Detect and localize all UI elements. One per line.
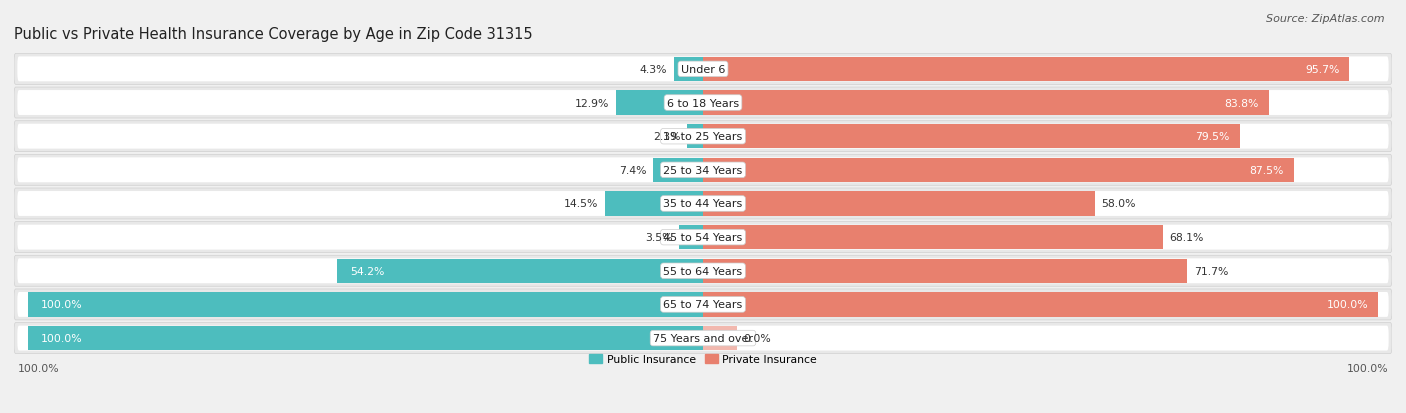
Text: 79.5%: 79.5% bbox=[1195, 132, 1230, 142]
Bar bbox=[616, 91, 703, 115]
Text: 58.0%: 58.0% bbox=[1101, 199, 1136, 209]
Bar bbox=[28, 292, 703, 317]
Bar bbox=[703, 125, 1240, 149]
Text: 25 to 34 Years: 25 to 34 Years bbox=[664, 166, 742, 176]
Legend: Public Insurance, Private Insurance: Public Insurance, Private Insurance bbox=[589, 354, 817, 364]
Text: 100.0%: 100.0% bbox=[41, 300, 83, 310]
FancyBboxPatch shape bbox=[17, 158, 1389, 183]
Text: 54.2%: 54.2% bbox=[350, 266, 385, 276]
Text: 19 to 25 Years: 19 to 25 Years bbox=[664, 132, 742, 142]
Text: 3.5%: 3.5% bbox=[645, 233, 672, 242]
Text: 6 to 18 Years: 6 to 18 Years bbox=[666, 98, 740, 108]
Text: Under 6: Under 6 bbox=[681, 65, 725, 75]
FancyBboxPatch shape bbox=[17, 326, 1389, 351]
FancyBboxPatch shape bbox=[14, 289, 1392, 320]
FancyBboxPatch shape bbox=[17, 225, 1389, 250]
Bar bbox=[688, 125, 703, 149]
Bar bbox=[703, 292, 1378, 317]
Bar bbox=[337, 259, 703, 283]
Text: 75 Years and over: 75 Years and over bbox=[652, 333, 754, 343]
Text: 100.0%: 100.0% bbox=[1347, 363, 1389, 373]
Bar bbox=[703, 225, 1163, 249]
Bar bbox=[673, 58, 703, 82]
Text: 100.0%: 100.0% bbox=[41, 333, 83, 343]
FancyBboxPatch shape bbox=[14, 88, 1392, 119]
Text: 83.8%: 83.8% bbox=[1225, 98, 1258, 108]
Text: 71.7%: 71.7% bbox=[1194, 266, 1229, 276]
Bar bbox=[605, 192, 703, 216]
FancyBboxPatch shape bbox=[17, 292, 1389, 317]
FancyBboxPatch shape bbox=[14, 189, 1392, 219]
Bar bbox=[28, 326, 703, 350]
FancyBboxPatch shape bbox=[14, 121, 1392, 152]
Text: 65 to 74 Years: 65 to 74 Years bbox=[664, 300, 742, 310]
Text: 14.5%: 14.5% bbox=[564, 199, 599, 209]
Bar bbox=[703, 192, 1095, 216]
Text: 55 to 64 Years: 55 to 64 Years bbox=[664, 266, 742, 276]
Bar bbox=[703, 259, 1187, 283]
Text: 100.0%: 100.0% bbox=[1327, 300, 1368, 310]
Text: 0.0%: 0.0% bbox=[744, 333, 772, 343]
Text: Source: ZipAtlas.com: Source: ZipAtlas.com bbox=[1267, 14, 1385, 24]
FancyBboxPatch shape bbox=[14, 256, 1392, 287]
FancyBboxPatch shape bbox=[14, 323, 1392, 354]
Text: 45 to 54 Years: 45 to 54 Years bbox=[664, 233, 742, 242]
FancyBboxPatch shape bbox=[14, 222, 1392, 253]
Text: 2.3%: 2.3% bbox=[654, 132, 681, 142]
Text: 35 to 44 Years: 35 to 44 Years bbox=[664, 199, 742, 209]
Text: 4.3%: 4.3% bbox=[640, 65, 668, 75]
FancyBboxPatch shape bbox=[17, 124, 1389, 149]
FancyBboxPatch shape bbox=[14, 155, 1392, 186]
FancyBboxPatch shape bbox=[17, 91, 1389, 116]
Bar bbox=[679, 225, 703, 249]
FancyBboxPatch shape bbox=[17, 259, 1389, 284]
FancyBboxPatch shape bbox=[17, 57, 1389, 82]
Bar bbox=[703, 58, 1350, 82]
Text: 12.9%: 12.9% bbox=[575, 98, 609, 108]
Text: 95.7%: 95.7% bbox=[1305, 65, 1340, 75]
Text: Public vs Private Health Insurance Coverage by Age in Zip Code 31315: Public vs Private Health Insurance Cover… bbox=[14, 26, 533, 41]
Text: 7.4%: 7.4% bbox=[619, 166, 647, 176]
Text: 68.1%: 68.1% bbox=[1170, 233, 1204, 242]
Text: 100.0%: 100.0% bbox=[17, 363, 59, 373]
FancyBboxPatch shape bbox=[17, 192, 1389, 216]
Bar bbox=[652, 158, 703, 183]
FancyBboxPatch shape bbox=[14, 54, 1392, 85]
Bar bbox=[703, 158, 1294, 183]
Text: 87.5%: 87.5% bbox=[1250, 166, 1284, 176]
Bar bbox=[703, 91, 1270, 115]
Bar bbox=[703, 326, 737, 350]
